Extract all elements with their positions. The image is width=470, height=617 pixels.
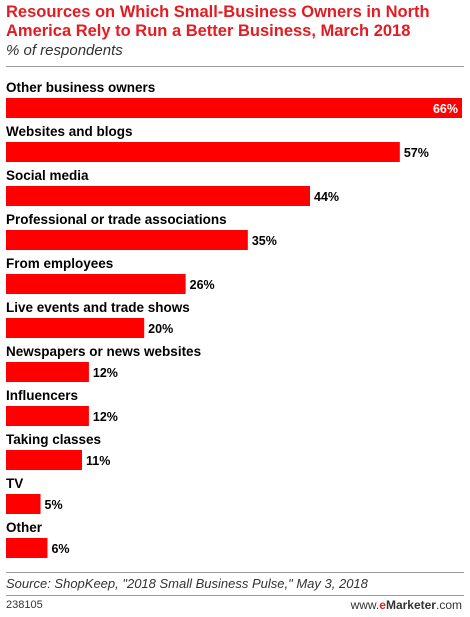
bar: [6, 186, 310, 206]
category-label: Newspapers or news websites: [6, 344, 201, 359]
brand-name: Marketer: [385, 598, 436, 612]
category-label: Taking classes: [6, 432, 101, 447]
category-label: Professional or trade associations: [6, 212, 227, 227]
category-label: Other: [6, 520, 43, 535]
category-label: Other business owners: [6, 80, 155, 95]
bar: [6, 538, 48, 558]
value-label: 57%: [404, 146, 429, 160]
bar: [6, 406, 89, 426]
value-label: 11%: [86, 454, 110, 468]
bar: [6, 142, 400, 162]
source-note: Source: ShopKeep, "2018 Small Business P…: [6, 576, 368, 591]
bar: [6, 494, 41, 514]
chart-subtitle: % of respondents: [6, 42, 123, 59]
value-label: 20%: [148, 322, 173, 336]
brand-e: e: [379, 598, 386, 612]
bar: [6, 274, 186, 294]
bar: [6, 230, 248, 250]
category-label: From employees: [6, 256, 113, 271]
brand-link[interactable]: www.eMarketer.com: [351, 598, 462, 612]
value-label: 12%: [93, 366, 118, 380]
value-label: 12%: [93, 410, 118, 424]
value-label: 44%: [314, 190, 339, 204]
value-label: 66%: [433, 102, 458, 116]
category-label: TV: [6, 476, 23, 491]
category-label: Websites and blogs: [6, 124, 133, 139]
bar: [6, 362, 89, 382]
source-divider: [6, 572, 464, 573]
top-divider: [6, 66, 464, 67]
bar: [6, 450, 82, 470]
value-label: 6%: [51, 542, 69, 556]
brand-suffix: .com: [435, 598, 462, 612]
value-label: 5%: [45, 498, 63, 512]
brand-prefix: www.: [350, 598, 380, 612]
chart-title: Resources on Which Small-Business Owners…: [6, 3, 430, 40]
chart-id: 238105: [6, 599, 43, 611]
value-label: 35%: [252, 234, 277, 248]
category-label: Live events and trade shows: [6, 300, 190, 315]
bar-chart: Other business owners 66% Websites and blo…: [6, 80, 462, 558]
bar: [6, 98, 462, 118]
bar: [6, 318, 145, 338]
value-label: 26%: [190, 278, 215, 292]
bottom-divider: [6, 595, 464, 596]
category-label: Social media: [6, 168, 89, 183]
category-label: Influencers: [6, 388, 78, 403]
